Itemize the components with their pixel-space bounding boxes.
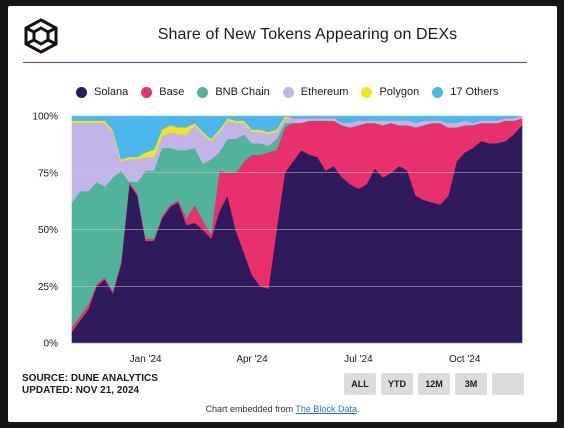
- legend-swatch-icon: [361, 86, 373, 98]
- source-text: SOURCE: DUNE ANALYTICS: [22, 373, 158, 384]
- range-button-3m[interactable]: 3M: [455, 373, 487, 395]
- x-tick-label: Apr '24: [236, 354, 268, 365]
- source-block: SOURCE: DUNE ANALYTICS UPDATED: NOV 21, …: [22, 373, 158, 397]
- the-block-logo-icon: [24, 18, 58, 54]
- chart-title: Share of New Tokens Appearing on DEXs: [157, 26, 458, 43]
- legend-swatch-icon: [197, 86, 209, 98]
- y-tick-label: 100%: [32, 112, 58, 123]
- range-button-custom[interactable]: [492, 373, 524, 395]
- range-button-ytd[interactable]: YTD: [381, 373, 413, 395]
- legend-item-17-others[interactable]: 17 Others: [432, 86, 499, 98]
- range-button-all[interactable]: ALL: [344, 373, 376, 395]
- the-block-data-link[interactable]: The Block Data: [295, 404, 357, 414]
- range-button-12m[interactable]: 12M: [418, 373, 450, 395]
- chart-legend: Solana Base BNB Chain Ethereum Polygon 17 Oth…: [76, 84, 512, 100]
- y-tick-label: 75%: [38, 168, 58, 179]
- legend-item-polygon[interactable]: Polygon: [361, 86, 419, 98]
- legend-label: Solana: [94, 86, 129, 98]
- updated-text: UPDATED: NOV 21, 2024: [22, 385, 140, 396]
- stacked-area-chart: 0% 25% 50% 75% 100% Jan '24 Apr '24 Jul '24 Oct …: [32, 112, 523, 365]
- legend-item-bnb-chain[interactable]: BNB Chain: [197, 86, 270, 98]
- y-tick-label: 50%: [38, 225, 58, 236]
- y-tick-label: 25%: [38, 282, 58, 293]
- chart-card: Share of New Tokens Appearing on DEXs So…: [8, 6, 557, 422]
- legend-swatch-icon: [432, 86, 444, 98]
- legend-swatch-icon: [76, 86, 87, 98]
- legend-label: 17 Others: [450, 86, 499, 98]
- legend-item-ethereum[interactable]: Ethereum: [282, 86, 349, 98]
- legend-label: Polygon: [379, 86, 420, 98]
- legend-item-solana[interactable]: Solana: [76, 86, 128, 98]
- title-divider: [23, 62, 527, 63]
- y-tick-label: 0%: [44, 339, 59, 350]
- legend-swatch-icon: [141, 86, 153, 98]
- x-tick-label: Jan '24: [130, 354, 162, 365]
- legend-swatch-icon: [282, 86, 294, 98]
- legend-label: Ethereum: [300, 86, 349, 98]
- embed-suffix: .: [356, 404, 360, 414]
- legend-label: BNB Chain: [215, 86, 270, 98]
- legend-item-base[interactable]: Base: [141, 86, 184, 98]
- legend-label: Base: [159, 86, 185, 98]
- x-tick-label: Jul '24: [344, 354, 373, 365]
- x-tick-label: Oct '24: [449, 354, 481, 365]
- embed-prefix: Chart embedded from: [205, 404, 296, 414]
- embed-note: Chart embedded from The Block Data.: [8, 404, 557, 414]
- range-selector: ALL YTD 12M 3M: [344, 373, 529, 395]
